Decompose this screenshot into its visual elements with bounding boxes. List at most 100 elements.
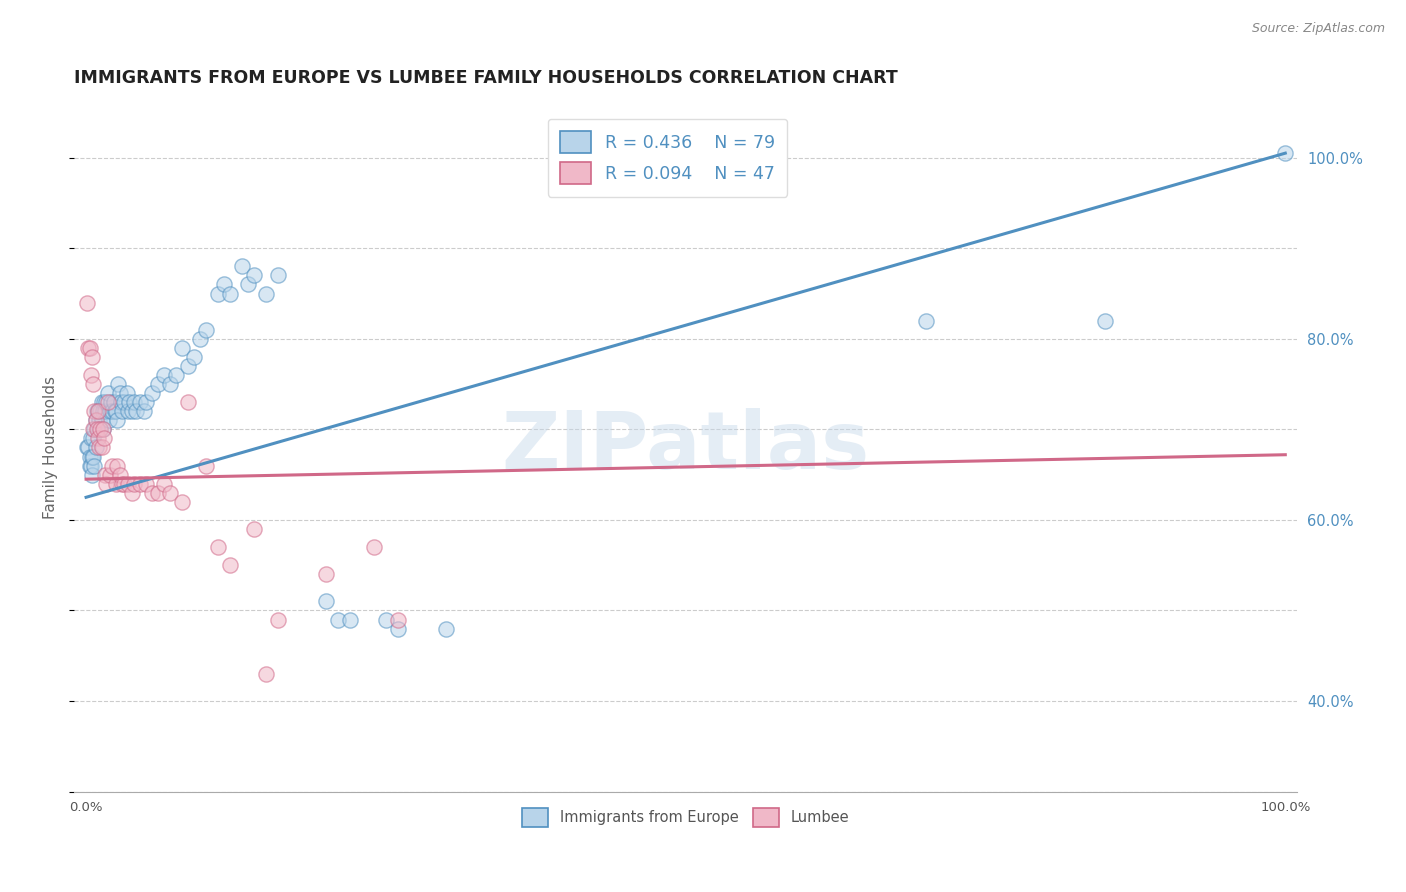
Point [1094, 314, 1116, 328]
Point [141, 485, 163, 500]
Point [195, 458, 218, 473]
Point [146, 485, 169, 500]
Point [236, 277, 259, 292]
Point [93, 395, 115, 409]
Point [101, 404, 124, 418]
Point [387, 622, 409, 636]
Point [107, 377, 129, 392]
Point [90, 413, 112, 427]
Point [267, 268, 290, 283]
Point [159, 377, 181, 392]
Point [94, 404, 117, 418]
Point [111, 476, 134, 491]
Point [97, 386, 120, 401]
Point [122, 476, 145, 491]
Point [84, 441, 107, 455]
Point [122, 395, 145, 409]
Point [77, 341, 100, 355]
Point [105, 413, 128, 427]
Point [135, 476, 157, 491]
Point [374, 613, 396, 627]
Point [103, 395, 125, 409]
Point [141, 386, 163, 401]
Point [110, 395, 132, 409]
Point [96, 395, 118, 409]
Point [82, 422, 104, 436]
Point [115, 386, 138, 401]
Point [90, 441, 112, 455]
Point [153, 368, 176, 382]
Point [79, 450, 101, 464]
Point [100, 395, 122, 409]
Point [326, 613, 349, 627]
Point [105, 404, 128, 418]
Point [91, 404, 114, 418]
Point [98, 404, 121, 418]
Point [219, 286, 242, 301]
Text: Source: ZipAtlas.com: Source: ZipAtlas.com [1251, 22, 1385, 36]
Point [125, 404, 148, 418]
Point [267, 613, 290, 627]
Point [105, 458, 128, 473]
Point [79, 458, 101, 473]
Point [207, 286, 229, 301]
Point [195, 323, 218, 337]
Point [219, 558, 242, 573]
Point [165, 368, 187, 382]
Point [159, 485, 181, 500]
Point [254, 286, 277, 301]
Point [96, 476, 118, 491]
Point [363, 540, 385, 554]
Point [77, 441, 100, 455]
Point [104, 404, 127, 418]
Point [82, 377, 104, 392]
Point [177, 359, 200, 373]
Point [387, 613, 409, 627]
Point [97, 413, 120, 427]
Point [111, 404, 134, 418]
Point [108, 386, 131, 401]
Point [80, 368, 103, 382]
Point [153, 476, 176, 491]
Point [315, 567, 337, 582]
Point [114, 395, 136, 409]
Point [170, 341, 193, 355]
Point [91, 422, 114, 436]
Point [170, 495, 193, 509]
Point [83, 404, 105, 418]
Point [434, 622, 457, 636]
Point [183, 350, 205, 364]
Point [177, 395, 200, 409]
Point [1274, 146, 1296, 161]
Point [114, 476, 136, 491]
Point [89, 441, 111, 455]
Y-axis label: Family Households: Family Households [44, 376, 58, 519]
Point [76, 295, 98, 310]
Point [82, 450, 104, 464]
Point [98, 467, 121, 482]
Point [207, 540, 229, 554]
Point [129, 476, 152, 491]
Point [84, 413, 107, 427]
Point [121, 404, 143, 418]
Point [80, 450, 103, 464]
Point [254, 666, 277, 681]
Point [80, 467, 103, 482]
Point [121, 485, 143, 500]
Point [79, 341, 101, 355]
Point [118, 395, 141, 409]
Point [89, 422, 111, 436]
Point [89, 413, 111, 427]
Point [80, 432, 103, 446]
Point [97, 395, 120, 409]
Point [87, 404, 110, 418]
Point [90, 395, 112, 409]
Point [91, 422, 114, 436]
Point [76, 441, 98, 455]
Point [80, 350, 103, 364]
Point [83, 458, 105, 473]
Point [129, 395, 152, 409]
Point [82, 432, 104, 446]
Point [87, 432, 110, 446]
Point [914, 314, 936, 328]
